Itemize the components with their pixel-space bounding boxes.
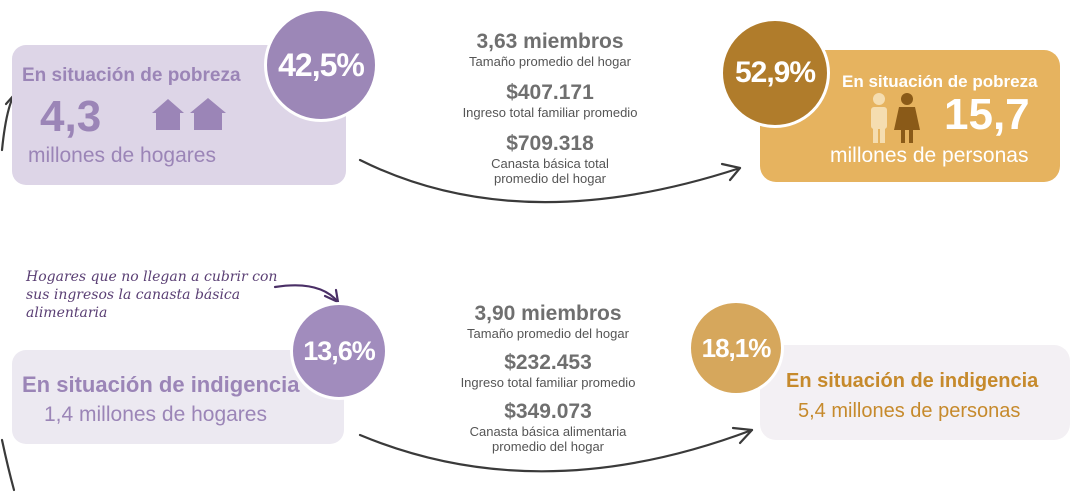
poverty-persons-title: En situación de pobreza bbox=[842, 72, 1038, 91]
indigence-persons-title: En situación de indigencia bbox=[786, 370, 1039, 392]
poverty-members: 3,63 miembros bbox=[476, 30, 624, 53]
houses-icon bbox=[152, 98, 226, 130]
indigence-basket: $349.073 bbox=[504, 400, 592, 423]
indigence-members: 3,90 miembros bbox=[474, 302, 622, 325]
indigence-basket-label-2: promedio del hogar bbox=[491, 439, 605, 454]
indigence-income-label: Ingreso total familiar promedio bbox=[460, 375, 636, 390]
poverty-persons-percent: 52,9% bbox=[720, 18, 830, 128]
note-line-2: sus ingresos la canasta básica bbox=[26, 287, 241, 303]
indigence-households-percent: 13,6% bbox=[290, 302, 388, 400]
indigence-persons-percent: 18,1% bbox=[688, 300, 784, 396]
note-line-3: alimentaria bbox=[26, 305, 108, 321]
poverty-households-number: 4,3 bbox=[40, 92, 102, 141]
poverty-persons-unit: millones de personas bbox=[830, 144, 1029, 167]
indigence-basket-label-1: Canasta básica alimentaria bbox=[469, 424, 627, 439]
poverty-households-percent: 42,5% bbox=[264, 8, 378, 122]
bottom-connector-arrow bbox=[358, 428, 754, 473]
poverty-income-label: Ingreso total familiar promedio bbox=[462, 105, 638, 120]
indigence-persons-unit: 5,4 millones de personas bbox=[798, 400, 1021, 422]
indigence-persons-box bbox=[760, 345, 1070, 440]
poverty-persons-number: 15,7 bbox=[944, 90, 1030, 139]
poverty-basket-label-2: promedio del hogar bbox=[493, 171, 607, 186]
indigence-households-box bbox=[12, 350, 344, 444]
poverty-households-unit: millones de hogares bbox=[28, 144, 216, 167]
poverty-stats: 3,63 miembros Tamaño promedio del hogar … bbox=[420, 30, 680, 186]
people-icon bbox=[871, 93, 920, 143]
poverty-basket-label-1: Canasta básica total bbox=[491, 156, 609, 171]
indigence-note: Hogares que no llegan a cubrir con sus i… bbox=[26, 268, 296, 322]
poverty-households-title: En situación de pobreza bbox=[22, 65, 241, 86]
left-arrow-bottom bbox=[0, 438, 16, 492]
indigence-members-label: Tamaño promedio del hogar bbox=[467, 326, 629, 341]
poverty-members-label: Tamaño promedio del hogar bbox=[469, 54, 631, 69]
indigence-households-title: En situación de indigencia bbox=[22, 372, 300, 397]
poverty-basket: $709.318 bbox=[506, 132, 594, 155]
poverty-income: $407.171 bbox=[506, 81, 594, 104]
indigence-income: $232.453 bbox=[504, 351, 592, 374]
indigence-households-unit: 1,4 millones de hogares bbox=[44, 403, 267, 426]
note-line-1: Hogares que no llegan a cubrir con bbox=[26, 269, 278, 285]
note-arrow bbox=[273, 284, 340, 304]
indigence-stats: 3,90 miembros Tamaño promedio del hogar … bbox=[418, 302, 678, 454]
top-connector-arrow bbox=[358, 158, 742, 204]
